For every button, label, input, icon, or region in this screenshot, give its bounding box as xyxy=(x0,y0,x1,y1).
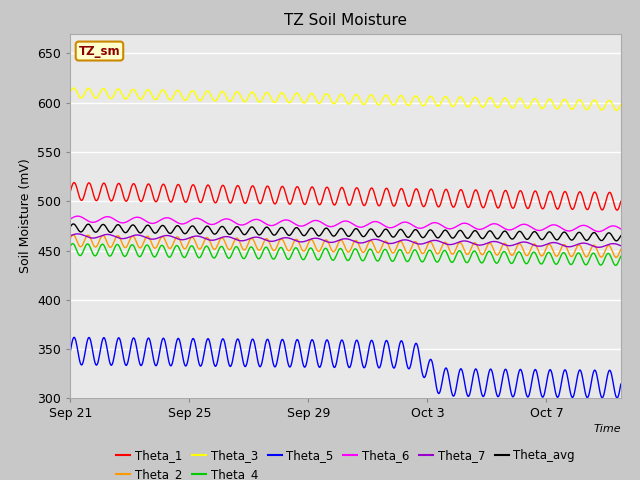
Text: Time: Time xyxy=(593,424,621,434)
Text: TZ_sm: TZ_sm xyxy=(79,45,120,58)
Title: TZ Soil Moisture: TZ Soil Moisture xyxy=(284,13,407,28)
Y-axis label: Soil Moisture (mV): Soil Moisture (mV) xyxy=(19,158,32,274)
Legend: Theta_1, Theta_2, Theta_3, Theta_4, Theta_5, Theta_6, Theta_7, Theta_avg: Theta_1, Theta_2, Theta_3, Theta_4, Thet… xyxy=(111,444,580,480)
